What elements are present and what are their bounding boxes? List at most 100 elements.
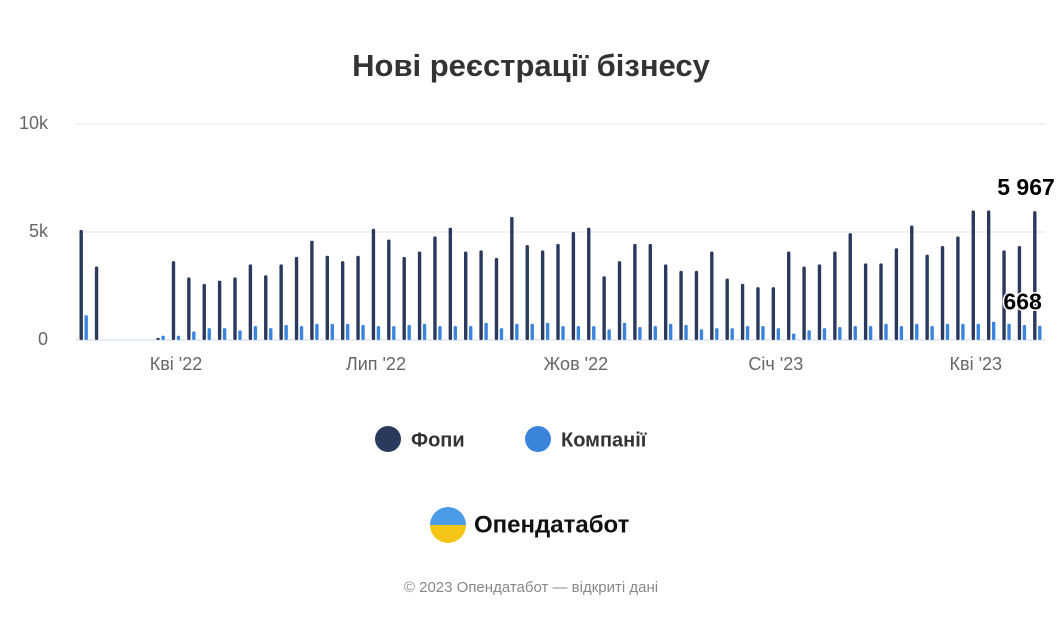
- bar: [940, 246, 945, 340]
- bar: [556, 243, 560, 340]
- x-tick-label: Кві '22: [150, 354, 203, 374]
- bar: [310, 240, 314, 340]
- y-tick-label: 0: [38, 329, 48, 349]
- bar: [925, 254, 929, 340]
- bar: [991, 321, 996, 340]
- bar: [233, 277, 237, 340]
- bar: [330, 323, 334, 340]
- bar: [484, 322, 488, 340]
- bar: [1038, 325, 1042, 340]
- bar: [838, 327, 842, 340]
- bar: [202, 283, 206, 340]
- bar: [264, 275, 268, 340]
- data-label: 5 967: [997, 174, 1055, 200]
- bar: [684, 324, 688, 340]
- legend-marker: [525, 426, 551, 452]
- bar: [448, 227, 453, 340]
- bar: [730, 328, 734, 340]
- bar: [84, 315, 88, 340]
- bar: [976, 323, 980, 340]
- bar: [269, 328, 273, 340]
- bar: [576, 325, 581, 340]
- bar: [417, 251, 422, 340]
- legend-label: Компанії: [561, 429, 647, 451]
- logo-icon: [430, 507, 466, 543]
- bar: [387, 239, 391, 340]
- bar: [1017, 246, 1022, 340]
- bar: [863, 263, 868, 340]
- bar: [340, 261, 345, 340]
- bar: [176, 335, 181, 340]
- bar: [633, 243, 637, 340]
- bar: [407, 324, 411, 340]
- bar: [422, 323, 427, 340]
- bar: [592, 325, 596, 340]
- y-tick-label: 5k: [29, 221, 49, 241]
- bar: [438, 325, 442, 340]
- bar: [469, 325, 473, 340]
- bar: [930, 325, 934, 340]
- bar: [853, 325, 857, 340]
- bar: [956, 236, 960, 340]
- bar: [392, 325, 396, 340]
- bar: [617, 261, 622, 340]
- bar: [817, 264, 822, 340]
- bar: [479, 250, 483, 340]
- bar: [510, 216, 514, 340]
- bar: [879, 263, 883, 340]
- y-tick-label: 10k: [19, 113, 49, 133]
- bar: [156, 337, 160, 340]
- bar: [986, 210, 991, 340]
- bar: [663, 264, 668, 340]
- bar: [371, 228, 376, 340]
- bar: [776, 328, 781, 340]
- data-label: 668: [1003, 289, 1042, 315]
- bar: [638, 327, 642, 340]
- bar: [868, 325, 873, 340]
- bar: [740, 283, 745, 340]
- bar: [602, 276, 606, 340]
- bar: [822, 328, 827, 340]
- bar: [238, 330, 242, 340]
- bar: [361, 324, 365, 340]
- bar: [453, 325, 458, 340]
- bar: [910, 225, 914, 340]
- bar: [833, 251, 837, 340]
- bar: [715, 328, 719, 340]
- bar: [540, 250, 545, 340]
- bar: [710, 251, 714, 340]
- bar: [325, 255, 329, 340]
- bar: [899, 325, 904, 340]
- bar: [915, 323, 919, 340]
- x-tick-label: Лип '22: [346, 354, 406, 374]
- x-tick-label: Жов '22: [544, 354, 608, 374]
- bar: [345, 323, 350, 340]
- bar: [945, 323, 950, 340]
- bar: [679, 270, 683, 340]
- bar: [94, 266, 99, 340]
- bar: [356, 255, 360, 340]
- logo: Опендатабот: [474, 511, 630, 538]
- x-tick-label: Кві '23: [950, 354, 1003, 374]
- legend-label: Фопи: [411, 429, 465, 451]
- bar: [571, 232, 576, 340]
- bar: [187, 277, 191, 340]
- bar: [894, 248, 899, 340]
- bar: [587, 227, 591, 340]
- bar: [376, 325, 381, 340]
- bar: [971, 210, 975, 340]
- bar: [171, 261, 176, 340]
- bar: [530, 323, 534, 340]
- bar: [668, 323, 673, 340]
- bar: [725, 278, 729, 340]
- bar: [756, 287, 760, 340]
- bar: [217, 280, 222, 340]
- bar: [561, 325, 565, 340]
- bar: [792, 333, 796, 340]
- bar: [884, 323, 888, 340]
- bar: [1002, 250, 1006, 340]
- chart-title: Нові реєстрації бізнесу: [352, 48, 710, 83]
- bar: [433, 236, 437, 340]
- bar: [545, 322, 550, 340]
